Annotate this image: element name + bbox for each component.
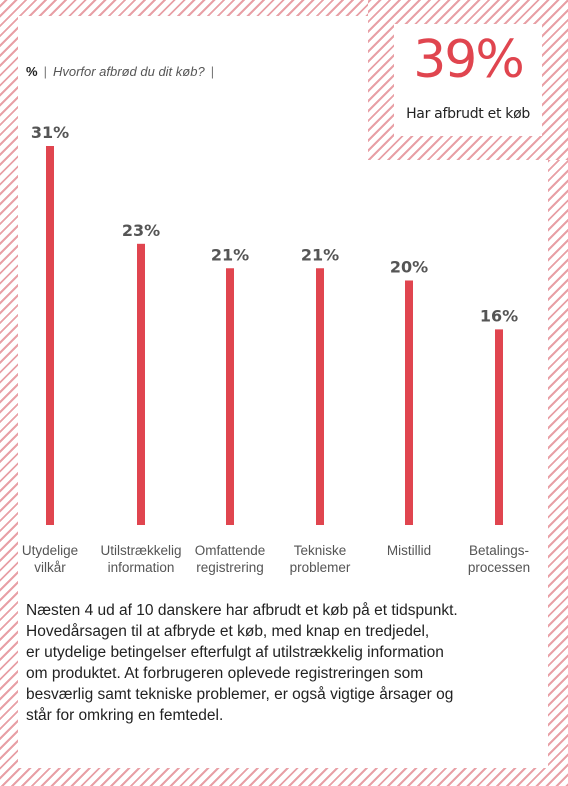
chart-question: Hvorfor afbrød du dit køb? (52, 64, 205, 79)
category-label: Omfattende (195, 543, 266, 558)
category-label: processen (468, 560, 530, 575)
paragraph-line: er utydelige betingelser efterfulgt af u… (26, 644, 444, 661)
bar (405, 280, 413, 525)
body-paragraph: Næsten 4 ud af 10 danskere har afbrudt e… (26, 600, 546, 726)
value-label: 20% (390, 257, 428, 276)
stat-box: 39% Har afbrudt et køb (394, 24, 542, 136)
bar (226, 268, 234, 525)
title-separator-end: | (210, 64, 215, 79)
stat-label: Har afbrudt et køb (406, 106, 530, 122)
category-label: vilkår (34, 560, 66, 575)
value-label: 16% (480, 306, 518, 325)
category-label: Tekniske (294, 543, 347, 558)
bar (46, 146, 54, 525)
value-label: 21% (301, 245, 339, 264)
paragraph-line: besværlig samt tekniske problemer, er og… (26, 686, 454, 703)
value-label: 21% (211, 245, 249, 264)
paragraph-line: Næsten 4 ud af 10 danskere har afbrudt e… (26, 602, 458, 619)
stat-value: 39% (413, 30, 525, 90)
chart-unit: % (26, 64, 38, 79)
bar (495, 329, 503, 525)
value-label: 23% (122, 221, 160, 240)
paragraph-line: om produktet. At forbrugeren oplevede re… (26, 665, 424, 682)
category-label: Mistillid (387, 543, 431, 558)
category-label: information (108, 560, 175, 575)
bar (316, 268, 324, 525)
bar-chart: 31% Utydelige vilkår 23% Utilstrækkelig infor… (22, 123, 530, 575)
category-label: problemer (290, 560, 351, 575)
category-label: Utilstrækkelig (100, 543, 181, 558)
category-label: Utydelige (22, 543, 78, 558)
title-separator: | (43, 64, 47, 79)
category-label: registrering (196, 560, 264, 575)
value-label: 31% (31, 123, 69, 142)
paragraph-line: står for omkring en femtedel. (26, 707, 224, 724)
bar (137, 243, 145, 525)
paragraph-line: Hovedårsagen til at afbryde et køb, med … (26, 623, 430, 640)
chart-title: % | Hvorfor afbrød du dit køb? | (26, 64, 220, 79)
category-label: Betalings- (469, 543, 529, 558)
